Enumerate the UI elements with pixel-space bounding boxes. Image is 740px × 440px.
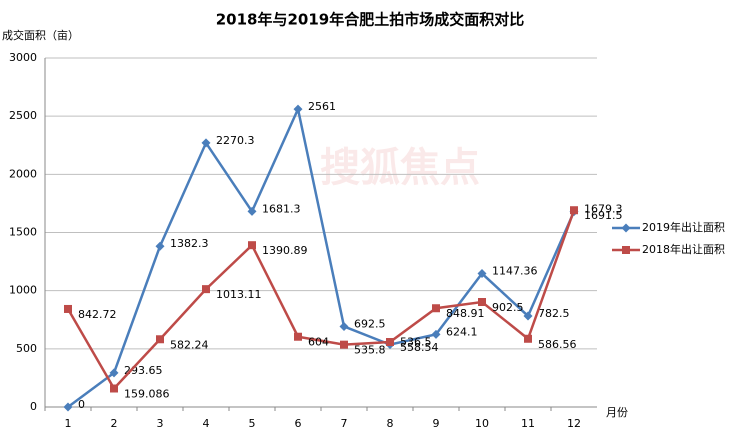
x-tick-label: 1 bbox=[65, 417, 72, 430]
data-label: 159.086 bbox=[124, 387, 170, 400]
x-tick-label: 4 bbox=[203, 417, 210, 430]
x-tick-label: 11 bbox=[521, 417, 535, 430]
y-tick-label: 2500 bbox=[9, 109, 37, 122]
data-label: 1147.36 bbox=[492, 265, 538, 278]
data-label: 1679.3 bbox=[584, 203, 623, 216]
data-label: 2270.3 bbox=[216, 134, 255, 147]
marker bbox=[386, 338, 394, 347]
x-tick-label: 8 bbox=[387, 417, 394, 430]
series-line bbox=[67, 105, 576, 409]
marker bbox=[201, 138, 211, 148]
marker bbox=[523, 311, 533, 321]
marker bbox=[570, 206, 578, 215]
y-tick-label: 3000 bbox=[9, 51, 37, 64]
marker bbox=[524, 334, 532, 343]
legend-marker bbox=[621, 223, 631, 233]
data-label: 1390.89 bbox=[262, 244, 308, 257]
data-label: 1382.3 bbox=[170, 237, 209, 250]
marker bbox=[156, 335, 164, 344]
data-label: 782.5 bbox=[538, 307, 570, 320]
marker bbox=[247, 206, 257, 216]
marker bbox=[155, 241, 165, 251]
marker bbox=[477, 269, 487, 279]
data-label: 582.24 bbox=[170, 338, 209, 351]
marker bbox=[202, 285, 210, 294]
data-label: 902.5 bbox=[492, 301, 524, 314]
marker bbox=[478, 298, 486, 307]
x-tick-label: 5 bbox=[249, 417, 256, 430]
x-tick-label: 7 bbox=[341, 417, 348, 430]
marker bbox=[293, 104, 303, 114]
marker bbox=[64, 304, 72, 313]
marker bbox=[339, 321, 349, 331]
marker bbox=[432, 304, 440, 313]
data-label: 604 bbox=[308, 336, 329, 349]
data-label: 0 bbox=[78, 398, 85, 411]
legend-label: 2019年出让面积 bbox=[642, 220, 725, 234]
marker bbox=[294, 332, 302, 341]
marker bbox=[63, 402, 73, 412]
data-label: 535.8 bbox=[354, 344, 386, 357]
data-label: 842.72 bbox=[78, 308, 117, 321]
legend-label: 2018年出让面积 bbox=[642, 242, 725, 256]
marker bbox=[431, 329, 441, 339]
data-label: 586.56 bbox=[538, 338, 577, 351]
marker bbox=[340, 340, 348, 349]
x-tick-label: 6 bbox=[295, 417, 302, 430]
data-label: 1691.5 bbox=[584, 209, 623, 222]
marker bbox=[110, 384, 118, 393]
x-tick-label: 2 bbox=[111, 417, 118, 430]
x-tick-label: 3 bbox=[157, 417, 164, 430]
chart-title: 2018年与2019年合肥土拍市场成交面积对比 bbox=[216, 11, 525, 29]
x-axis-title: 月份 bbox=[606, 406, 628, 419]
y-axis-title: 成交面积（亩） bbox=[2, 28, 79, 42]
y-tick-label: 2000 bbox=[9, 167, 37, 180]
data-label: 536.5 bbox=[400, 336, 432, 349]
x-tick-label: 12 bbox=[567, 417, 581, 430]
data-label: 624.1 bbox=[446, 325, 478, 338]
x-tick-label: 10 bbox=[475, 417, 489, 430]
y-tick-label: 0 bbox=[30, 400, 37, 413]
y-tick-label: 1500 bbox=[9, 226, 37, 239]
data-label: 2561 bbox=[308, 100, 336, 113]
series-line bbox=[66, 209, 576, 391]
marker bbox=[248, 241, 256, 250]
marker bbox=[109, 368, 119, 378]
data-label: 1681.3 bbox=[262, 202, 301, 215]
watermark: 搜狐焦点 bbox=[320, 145, 480, 191]
data-label: 558.54 bbox=[400, 341, 439, 354]
x-tick-label: 9 bbox=[433, 417, 440, 430]
legend-marker bbox=[622, 246, 630, 254]
y-tick-label: 500 bbox=[16, 342, 37, 355]
data-label: 692.5 bbox=[354, 317, 386, 330]
y-tick-label: 1000 bbox=[9, 284, 37, 297]
data-label: 1013.11 bbox=[216, 288, 262, 301]
data-label: 848.91 bbox=[446, 307, 485, 320]
